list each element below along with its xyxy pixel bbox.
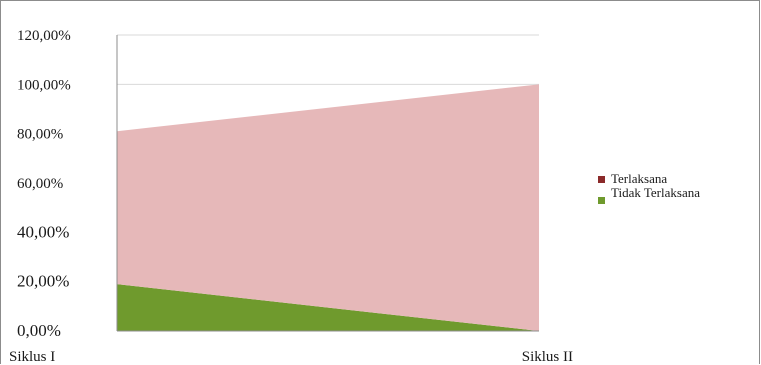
y-tick-label-0: 0,00% [17, 321, 61, 340]
y-tick-label-1: 20,00% [17, 272, 69, 291]
legend-label-tidak-terlaksana: Tidak Terlaksana [611, 185, 700, 200]
legend-swatch-terlaksana [598, 176, 605, 183]
legend-label-terlaksana: Terlaksana [611, 171, 668, 186]
legend-entry-tidak-terlaksana: Tidak Terlaksana [598, 184, 700, 204]
legend: Terlaksana Tidak Terlaksana [598, 170, 700, 204]
area-terlaksana [117, 84, 539, 331]
legend-entry-terlaksana: Terlaksana [598, 170, 700, 188]
y-tick-label-2: 40,00% [17, 222, 69, 241]
legend-swatch-tidak-terlaksana [598, 197, 605, 204]
y-tick-label-5: 100,00% [17, 77, 71, 93]
y-tick-label-3: 60,00% [17, 176, 63, 192]
y-tick-label-4: 80,00% [17, 127, 63, 143]
x-tick-label-1: Siklus II [522, 349, 573, 365]
x-tick-label-0: Siklus I [9, 349, 55, 365]
y-tick-label-6: 120,00% [17, 28, 71, 44]
area-tidak-terlaksana [117, 284, 539, 331]
